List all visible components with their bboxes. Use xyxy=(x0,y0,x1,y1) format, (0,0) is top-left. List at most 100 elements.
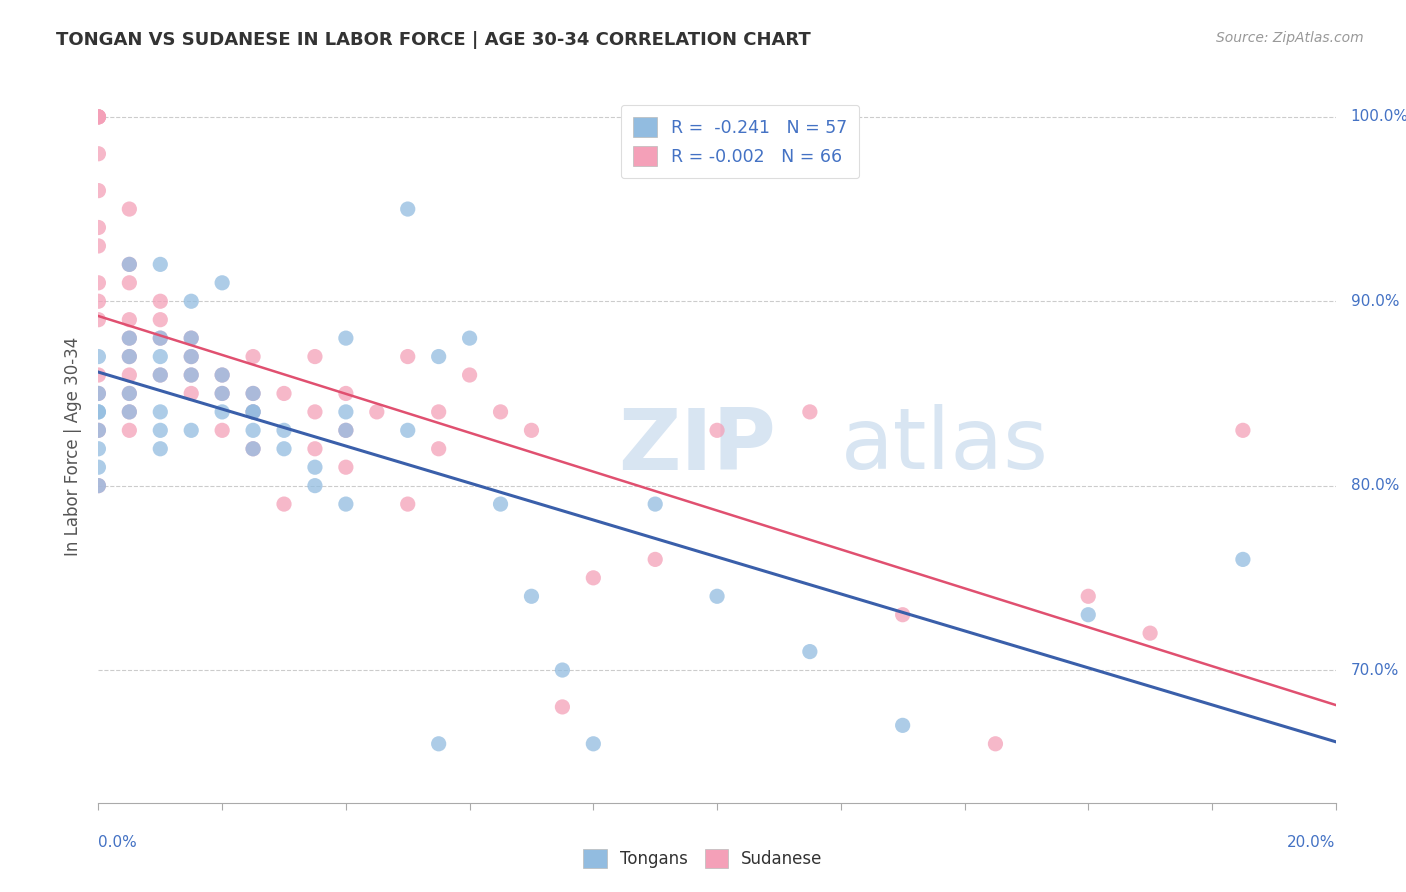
Point xyxy=(149,405,172,419)
Point xyxy=(891,607,914,622)
Point xyxy=(87,294,110,309)
Point xyxy=(1077,607,1099,622)
Point xyxy=(87,442,110,456)
Point xyxy=(799,644,821,658)
Point xyxy=(87,110,110,124)
Point xyxy=(984,737,1007,751)
Point xyxy=(149,331,172,345)
Point xyxy=(551,663,574,677)
Point xyxy=(520,589,543,603)
Point xyxy=(304,442,326,456)
Point xyxy=(582,571,605,585)
Point xyxy=(304,460,326,475)
Point xyxy=(520,423,543,437)
Point xyxy=(118,350,141,364)
Point xyxy=(118,257,141,271)
Point xyxy=(242,442,264,456)
Point xyxy=(273,497,295,511)
Point xyxy=(87,220,110,235)
Point xyxy=(149,331,172,345)
Point xyxy=(706,423,728,437)
Point xyxy=(1139,626,1161,640)
Point xyxy=(180,368,202,382)
Point xyxy=(304,478,326,492)
Point xyxy=(1232,552,1254,566)
Point xyxy=(335,386,357,401)
Point xyxy=(87,312,110,326)
Point xyxy=(118,386,141,401)
Point xyxy=(489,405,512,419)
Point xyxy=(180,423,202,437)
Point xyxy=(118,331,141,345)
Point xyxy=(427,737,450,751)
Point xyxy=(118,276,141,290)
Text: 0.0%: 0.0% xyxy=(98,835,138,850)
Point xyxy=(87,478,110,492)
Point xyxy=(427,350,450,364)
Point xyxy=(87,146,110,161)
Point xyxy=(304,405,326,419)
Point xyxy=(118,405,141,419)
Point xyxy=(149,368,172,382)
Point xyxy=(87,350,110,364)
Point xyxy=(458,368,481,382)
Point xyxy=(335,405,357,419)
Point xyxy=(87,184,110,198)
Point xyxy=(149,294,172,309)
Point xyxy=(891,718,914,732)
Point xyxy=(427,405,450,419)
Point xyxy=(87,110,110,124)
Point xyxy=(396,202,419,216)
Point xyxy=(366,405,388,419)
Point xyxy=(87,405,110,419)
Point xyxy=(118,368,141,382)
Point xyxy=(335,460,357,475)
Point xyxy=(242,386,264,401)
Point xyxy=(706,589,728,603)
Point xyxy=(87,386,110,401)
Point xyxy=(1077,589,1099,603)
Point xyxy=(149,423,172,437)
Point xyxy=(118,312,141,326)
Point xyxy=(87,110,110,124)
Point xyxy=(273,423,295,437)
Y-axis label: In Labor Force | Age 30-34: In Labor Force | Age 30-34 xyxy=(65,336,83,556)
Point xyxy=(149,350,172,364)
Point xyxy=(149,442,172,456)
Point xyxy=(644,552,666,566)
Point xyxy=(118,257,141,271)
Point xyxy=(396,423,419,437)
Text: 70.0%: 70.0% xyxy=(1351,663,1399,678)
Point xyxy=(87,405,110,419)
Point xyxy=(396,497,419,511)
Text: 80.0%: 80.0% xyxy=(1351,478,1399,493)
Legend: Tongans, Sudanese: Tongans, Sudanese xyxy=(576,842,830,875)
Point xyxy=(304,350,326,364)
Point xyxy=(180,386,202,401)
Point xyxy=(87,386,110,401)
Text: 20.0%: 20.0% xyxy=(1288,835,1336,850)
Point xyxy=(211,423,233,437)
Point xyxy=(335,331,357,345)
Point xyxy=(87,423,110,437)
Point xyxy=(118,405,141,419)
Point xyxy=(211,368,233,382)
Point xyxy=(242,423,264,437)
Point xyxy=(118,386,141,401)
Point xyxy=(273,386,295,401)
Point xyxy=(335,423,357,437)
Point xyxy=(211,276,233,290)
Point xyxy=(87,110,110,124)
Point xyxy=(180,331,202,345)
Point xyxy=(489,497,512,511)
Point xyxy=(211,405,233,419)
Point xyxy=(149,368,172,382)
Point xyxy=(149,257,172,271)
Point xyxy=(211,386,233,401)
Point xyxy=(242,350,264,364)
Point xyxy=(180,368,202,382)
Point xyxy=(273,442,295,456)
Text: atlas: atlas xyxy=(841,404,1049,488)
Point xyxy=(118,350,141,364)
Text: TONGAN VS SUDANESE IN LABOR FORCE | AGE 30-34 CORRELATION CHART: TONGAN VS SUDANESE IN LABOR FORCE | AGE … xyxy=(56,31,811,49)
